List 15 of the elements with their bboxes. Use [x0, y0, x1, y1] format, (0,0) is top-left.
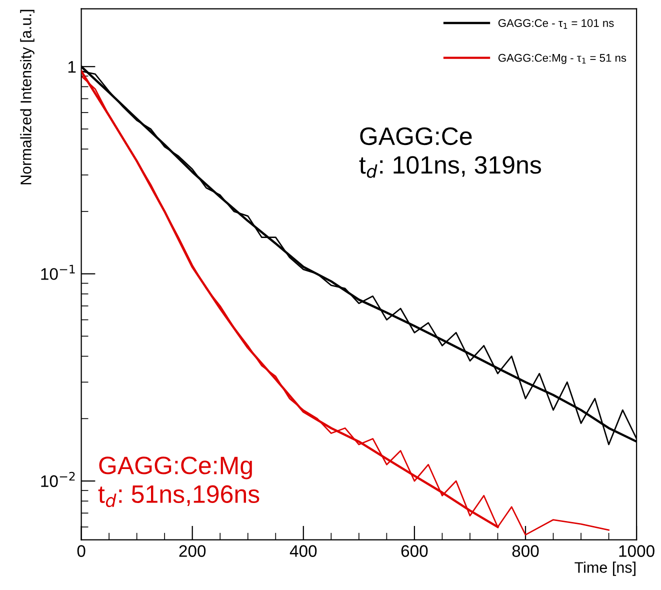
x-tick-label: 1000: [619, 545, 654, 557]
y-tick-label: 10$^{−1}$: [41, 264, 75, 280]
x-axis-title: Time [ns]: [574, 562, 636, 576]
x-tick-label: 0: [77, 545, 86, 557]
x-tick-label: 600: [401, 545, 428, 557]
legend-label: GAGG:Ce - τ$_{1}$ = 101 ns: [498, 19, 614, 29]
x-tick-label: 800: [512, 545, 539, 557]
annotation: GAGG:Ce:Mg t$_{d}$: 51ns,196ns: [98, 456, 260, 508]
x-tick-label: 400: [290, 545, 317, 557]
y-axis-title: Normalized Intensity [a.u.]: [20, 10, 34, 184]
y-tick-label: 10$^{−2}$: [41, 472, 75, 488]
legend-label: GAGG:Ce:Mg - τ$_{1}$ = 51 ns: [498, 54, 626, 64]
y-tick-label: 1: [68, 61, 76, 73]
x-tick-label: 200: [179, 545, 206, 557]
annotation: GAGG:Ce t$_{d}$: 101ns, 319ns: [359, 127, 542, 178]
